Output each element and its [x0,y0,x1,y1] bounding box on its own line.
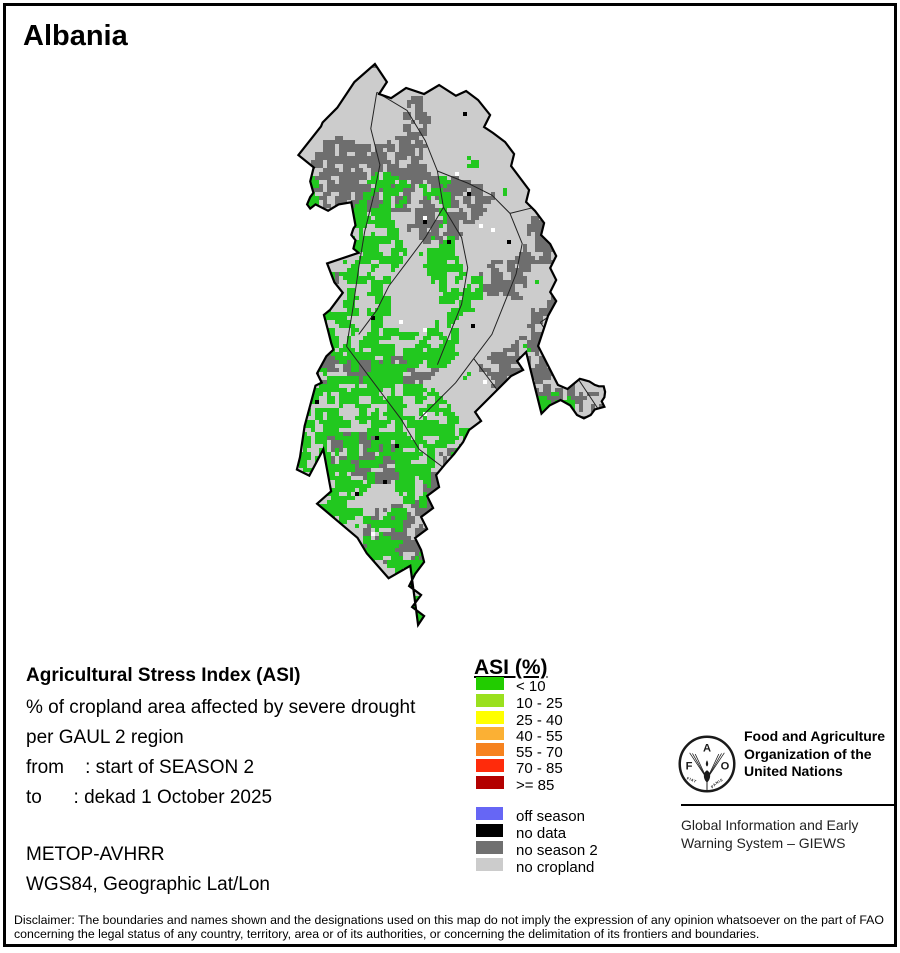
svg-text:A: A [703,743,711,755]
svg-text:F: F [686,761,693,773]
svg-text:O: O [721,761,730,773]
